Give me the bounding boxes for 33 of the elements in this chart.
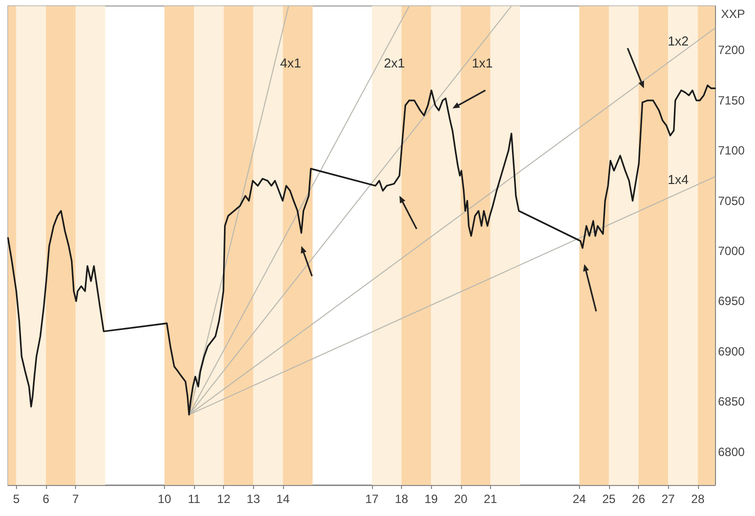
y-tick-label: 6900: [718, 344, 746, 358]
x-tick-label: 28: [691, 492, 705, 506]
y-tick-label: 7050: [718, 194, 746, 208]
x-tick-label: 13: [246, 492, 260, 506]
x-tick-label: 11: [188, 492, 201, 506]
x-tick-label: 27: [662, 492, 676, 506]
x-tick-label: 25: [602, 492, 616, 506]
y-tick-label: 7100: [718, 144, 746, 158]
series-label: 1x1: [472, 56, 493, 71]
x-tick-label: 20: [454, 492, 468, 506]
x-tick-label: 26: [632, 492, 646, 506]
y-tick-label: 7150: [718, 93, 746, 108]
x-tick-label: 6: [42, 492, 50, 506]
x-tick-label: 5: [12, 492, 20, 506]
y-tick-label: 6950: [718, 294, 746, 308]
y-tick-label: 6850: [718, 394, 746, 409]
y-tick-label: 6800: [718, 444, 746, 459]
y-tick-label: 7200: [718, 43, 746, 58]
series-label: 1x2: [668, 34, 689, 49]
series-label: 1x4: [668, 172, 689, 187]
y-axis-title: XXP: [720, 7, 746, 21]
x-tick-label: 12: [217, 492, 231, 506]
y-tick-label: 7000: [718, 244, 746, 258]
series-label: 2x1: [384, 56, 405, 71]
x-tick-label: 21: [484, 492, 498, 506]
x-tick-label: 14: [276, 492, 290, 506]
x-tick-label: 17: [365, 492, 379, 506]
x-tick-label: 18: [394, 492, 408, 506]
x-tick-label: 10: [158, 492, 172, 506]
x-tick-label: 19: [424, 492, 438, 506]
series-label: 4x1: [280, 56, 302, 71]
x-tick-label: 7: [72, 492, 80, 506]
x-tick-label: 24: [572, 492, 586, 506]
